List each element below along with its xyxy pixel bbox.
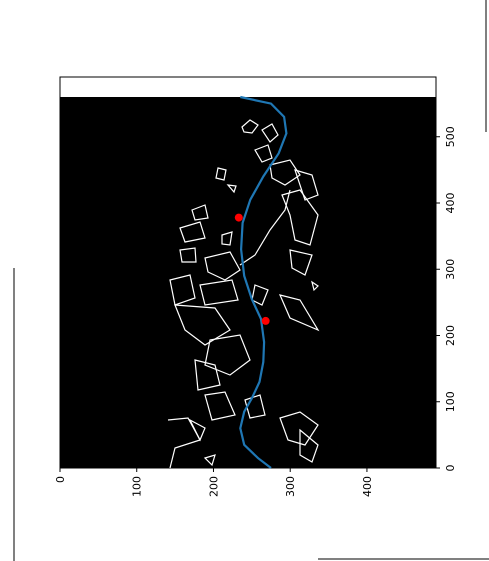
edge-contour	[194, 359, 221, 391]
edge-contour	[179, 247, 197, 263]
edge-contour	[279, 411, 319, 446]
edge-contour	[174, 304, 231, 346]
y-tick-label: 400	[444, 193, 457, 214]
edge-contour	[204, 251, 241, 281]
x-tick-label: 400	[361, 476, 374, 497]
edge-contour	[215, 167, 227, 181]
edge-contour	[241, 119, 259, 134]
edge-contour	[221, 231, 233, 246]
marker-point-lower	[261, 316, 270, 325]
edge-contour	[294, 169, 319, 201]
edge-contour	[281, 189, 319, 246]
y-tick-label: 300	[444, 259, 457, 280]
edge-contour	[299, 428, 319, 463]
x-tick-label: 300	[284, 476, 297, 497]
edge-contour	[239, 189, 291, 266]
y-tick-label: 500	[444, 126, 457, 147]
x-tick-label: 100	[131, 476, 144, 497]
edge-contour	[289, 249, 313, 276]
edge-contour	[278, 294, 320, 332]
edge-contour	[169, 274, 196, 306]
edge-contour	[244, 394, 266, 419]
x-tick-label: 0	[54, 476, 67, 483]
edge-contour	[251, 284, 269, 306]
marker-point-upper	[234, 213, 243, 222]
edge-contour	[188, 418, 206, 442]
x-tick-label: 200	[207, 476, 220, 497]
y-tick-label: 200	[444, 325, 457, 346]
edge-contour	[179, 221, 206, 243]
edge-contour	[261, 123, 279, 143]
fitted-curve-line	[239, 95, 288, 469]
edge-contour	[203, 454, 216, 467]
edge-contour	[254, 144, 273, 163]
y-tick-label: 100	[444, 391, 457, 412]
y-tick-label: 0	[444, 465, 457, 472]
edge-contour	[191, 204, 209, 221]
y-axis-ticks: 0 100 200 300 400 500	[436, 126, 457, 472]
edge-contour	[199, 279, 239, 306]
edge-contour	[226, 184, 237, 194]
edge-contour	[269, 159, 301, 186]
x-axis-ticks: 0 100 200 300 400	[54, 468, 374, 497]
edge-contours	[167, 119, 320, 469]
edge-contour	[311, 280, 319, 292]
edge-contour	[204, 391, 236, 421]
edge-contour	[204, 334, 251, 376]
